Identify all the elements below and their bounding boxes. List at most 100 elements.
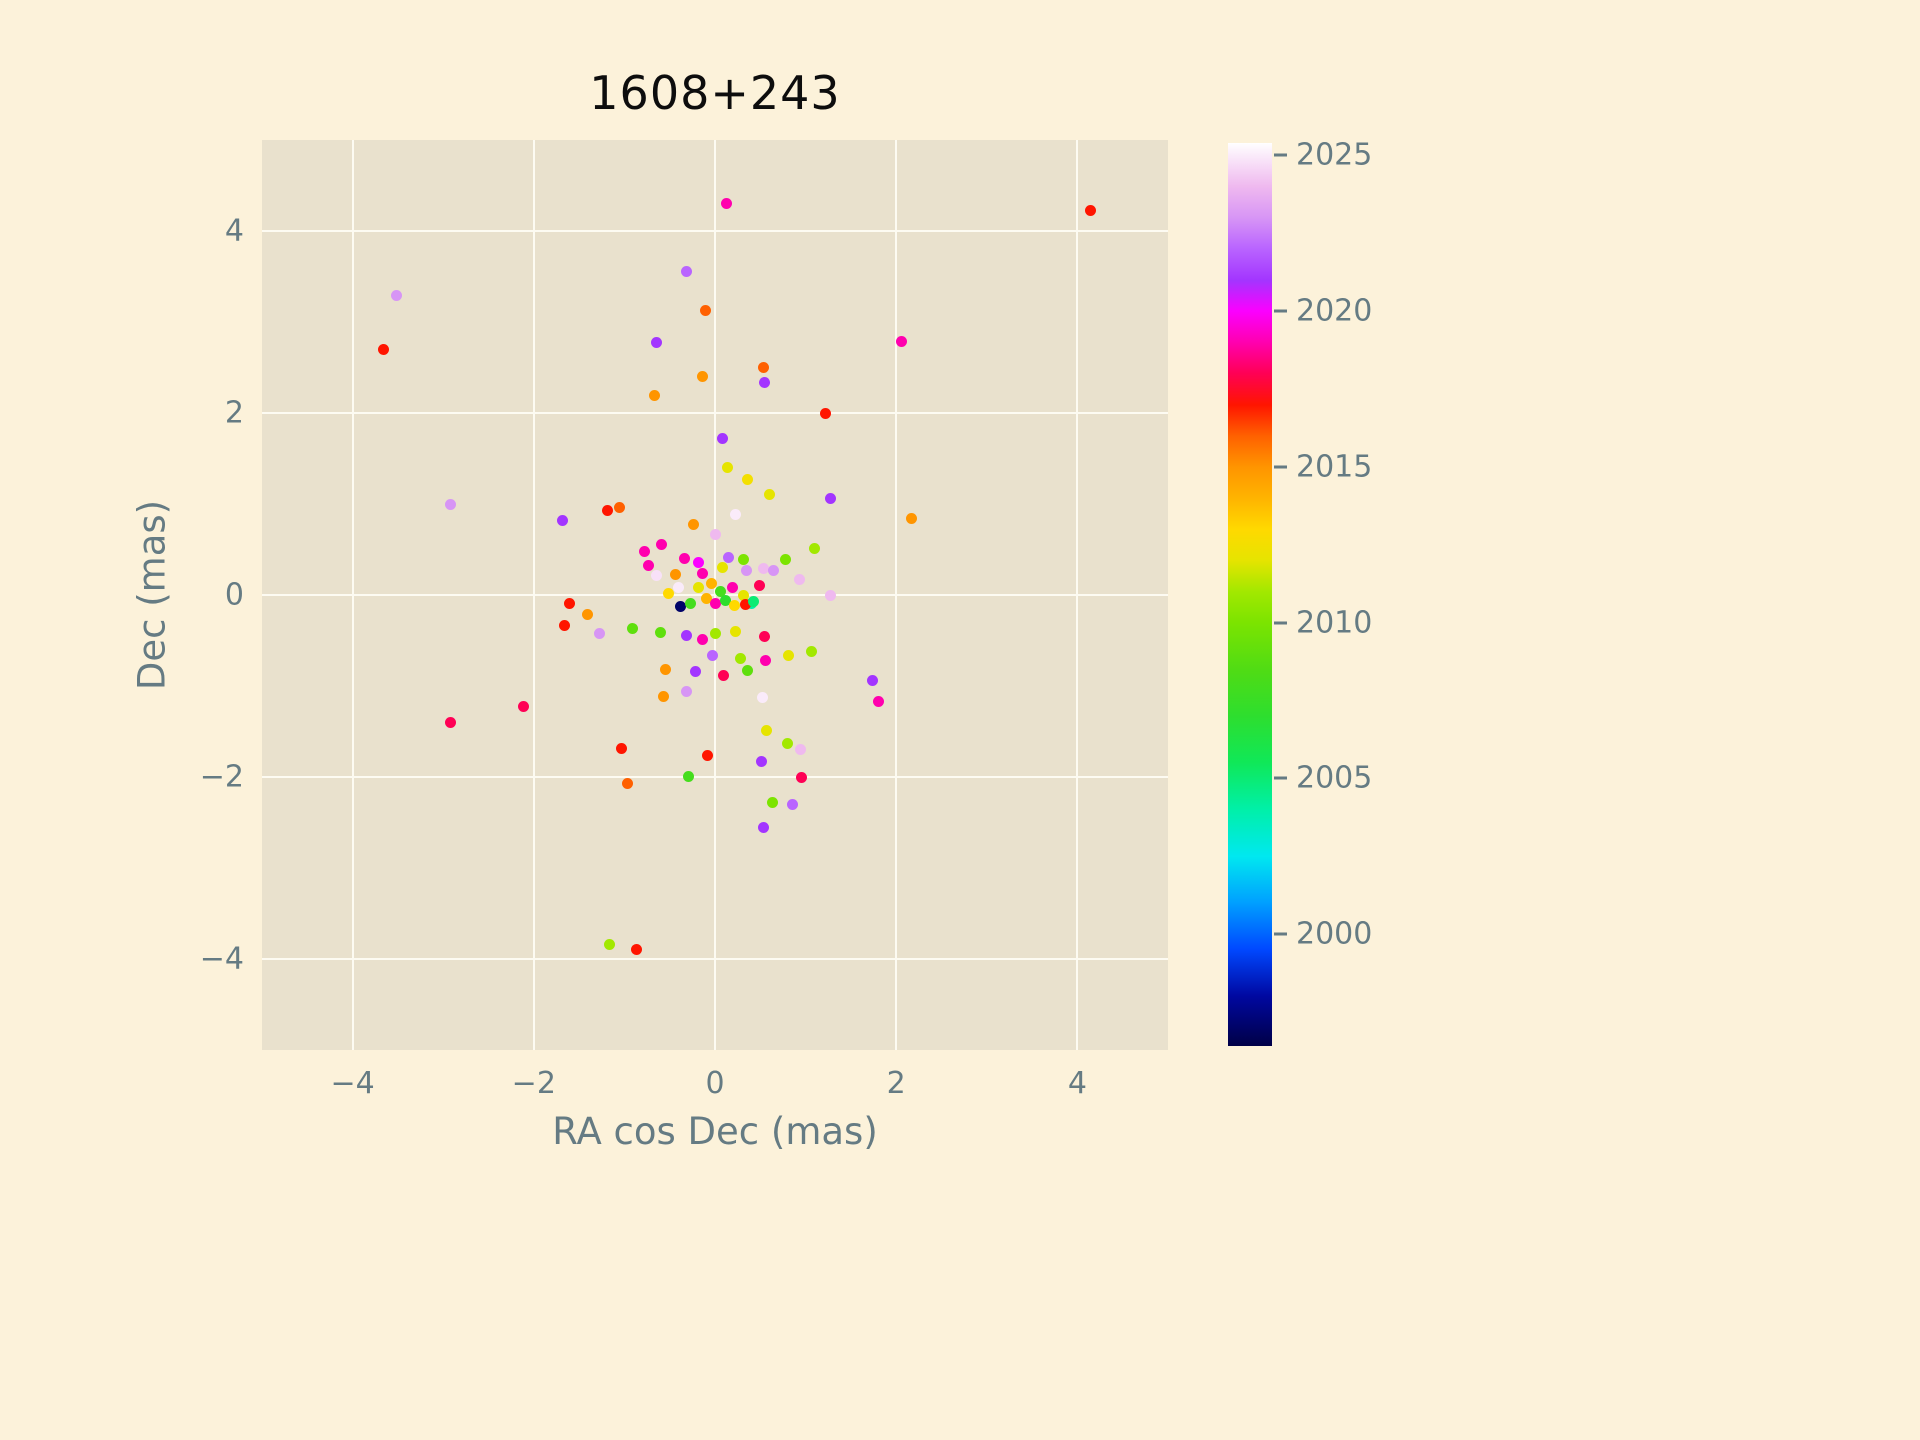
colorbar-tick-mark <box>1274 621 1287 625</box>
scatter-point <box>767 796 779 808</box>
scatter-point <box>444 498 456 510</box>
scatter-point <box>601 504 613 516</box>
scatter-point <box>737 589 749 601</box>
scatter-point <box>581 608 593 620</box>
scatter-point <box>648 390 660 402</box>
scatter-point <box>759 377 771 389</box>
colorbar-tick-mark <box>1274 309 1287 313</box>
scatter-point <box>687 518 699 530</box>
y-tick-label: 2 <box>224 395 244 431</box>
colorbar-tick-label: 2010 <box>1296 605 1373 641</box>
x-tick-label: −4 <box>330 1066 375 1101</box>
scatter-point <box>759 631 771 643</box>
scatter-point <box>755 756 767 768</box>
scatter-point <box>701 593 713 605</box>
scatter-point <box>681 265 693 277</box>
y-gridline <box>262 776 1168 778</box>
scatter-point <box>782 650 794 662</box>
scatter-point <box>563 597 575 609</box>
scatter-point <box>650 570 662 582</box>
y-tick-label: 0 <box>224 577 244 613</box>
scatter-point <box>377 343 389 355</box>
scatter-point <box>728 599 740 611</box>
scatter-point <box>683 770 695 782</box>
scatter-point <box>741 564 753 576</box>
scatter-point <box>616 743 628 755</box>
scatter-point <box>706 650 718 662</box>
scatter-point <box>753 580 765 592</box>
scatter-point <box>655 626 667 638</box>
scatter-point <box>738 554 750 565</box>
scatter-point <box>681 629 693 641</box>
colorbar-tick-mark <box>1274 465 1287 469</box>
colorbar-tick-label: 2000 <box>1296 916 1373 952</box>
scatter-point <box>742 473 754 485</box>
scatter-point <box>559 619 571 631</box>
y-gridline <box>262 958 1168 960</box>
scatter-point <box>604 938 616 950</box>
scatter-point <box>761 725 773 737</box>
scatter-point <box>659 664 671 676</box>
y-tick-label: −2 <box>199 759 244 795</box>
scatter-point <box>710 627 722 639</box>
scatter-point <box>763 489 775 501</box>
y-axis-label: Dec (mas) <box>130 499 174 691</box>
scatter-point <box>820 407 832 419</box>
scatter-point <box>722 462 734 474</box>
colorbar-tick-mark <box>1274 153 1287 157</box>
scatter-point <box>756 692 768 704</box>
scatter-point <box>643 560 655 572</box>
scatter-point <box>681 685 693 697</box>
scatter-point <box>721 198 733 210</box>
scatter-point <box>710 529 722 541</box>
scatter-point <box>726 582 738 594</box>
scatter-point <box>716 562 728 574</box>
scatter-point <box>805 645 817 657</box>
scatter-point <box>696 634 708 646</box>
scatter-point <box>734 653 746 665</box>
scatter-point <box>678 553 690 565</box>
scatter-point <box>390 290 402 302</box>
scatter-point <box>867 675 879 687</box>
y-tick-label: −4 <box>199 941 244 977</box>
x-tick-label: −2 <box>511 1066 556 1101</box>
scatter-point <box>685 597 697 609</box>
scatter-point <box>740 598 752 610</box>
scatter-point <box>1085 205 1097 217</box>
scatter-point <box>557 514 569 526</box>
colorbar-tick-mark <box>1274 776 1287 780</box>
scatter-point <box>638 545 650 557</box>
scatter-point <box>768 564 780 576</box>
scatter-point <box>693 556 705 568</box>
scatter-point <box>650 336 662 348</box>
scatter-point <box>614 502 626 514</box>
scatter-point <box>793 574 805 586</box>
scatter-point <box>444 716 456 728</box>
scatter-point <box>656 538 668 550</box>
scatter-point <box>696 567 708 579</box>
scatter-point <box>757 362 769 373</box>
scatter-point <box>689 665 701 677</box>
scatter-point <box>896 335 908 347</box>
colorbar-tick-mark <box>1274 932 1287 936</box>
scatter-point <box>714 585 726 597</box>
scatter-point <box>720 594 732 606</box>
scatter-point <box>760 655 772 667</box>
scatter-point <box>717 670 729 682</box>
y-gridline <box>262 412 1168 414</box>
y-gridline <box>262 230 1168 232</box>
scatter-point <box>780 554 792 565</box>
scatter-point <box>716 432 728 444</box>
scatter-point <box>594 627 606 639</box>
scatter-point <box>757 822 769 834</box>
scatter-point <box>702 749 714 761</box>
scatter-point <box>723 552 735 564</box>
scatter-point <box>693 582 705 594</box>
scatter-point <box>795 772 807 784</box>
chart-title: 1608+243 <box>589 66 841 120</box>
scatter-point <box>700 304 712 316</box>
scatter-point <box>657 690 669 702</box>
scatter-point <box>748 595 760 607</box>
scatter-point <box>627 623 639 635</box>
